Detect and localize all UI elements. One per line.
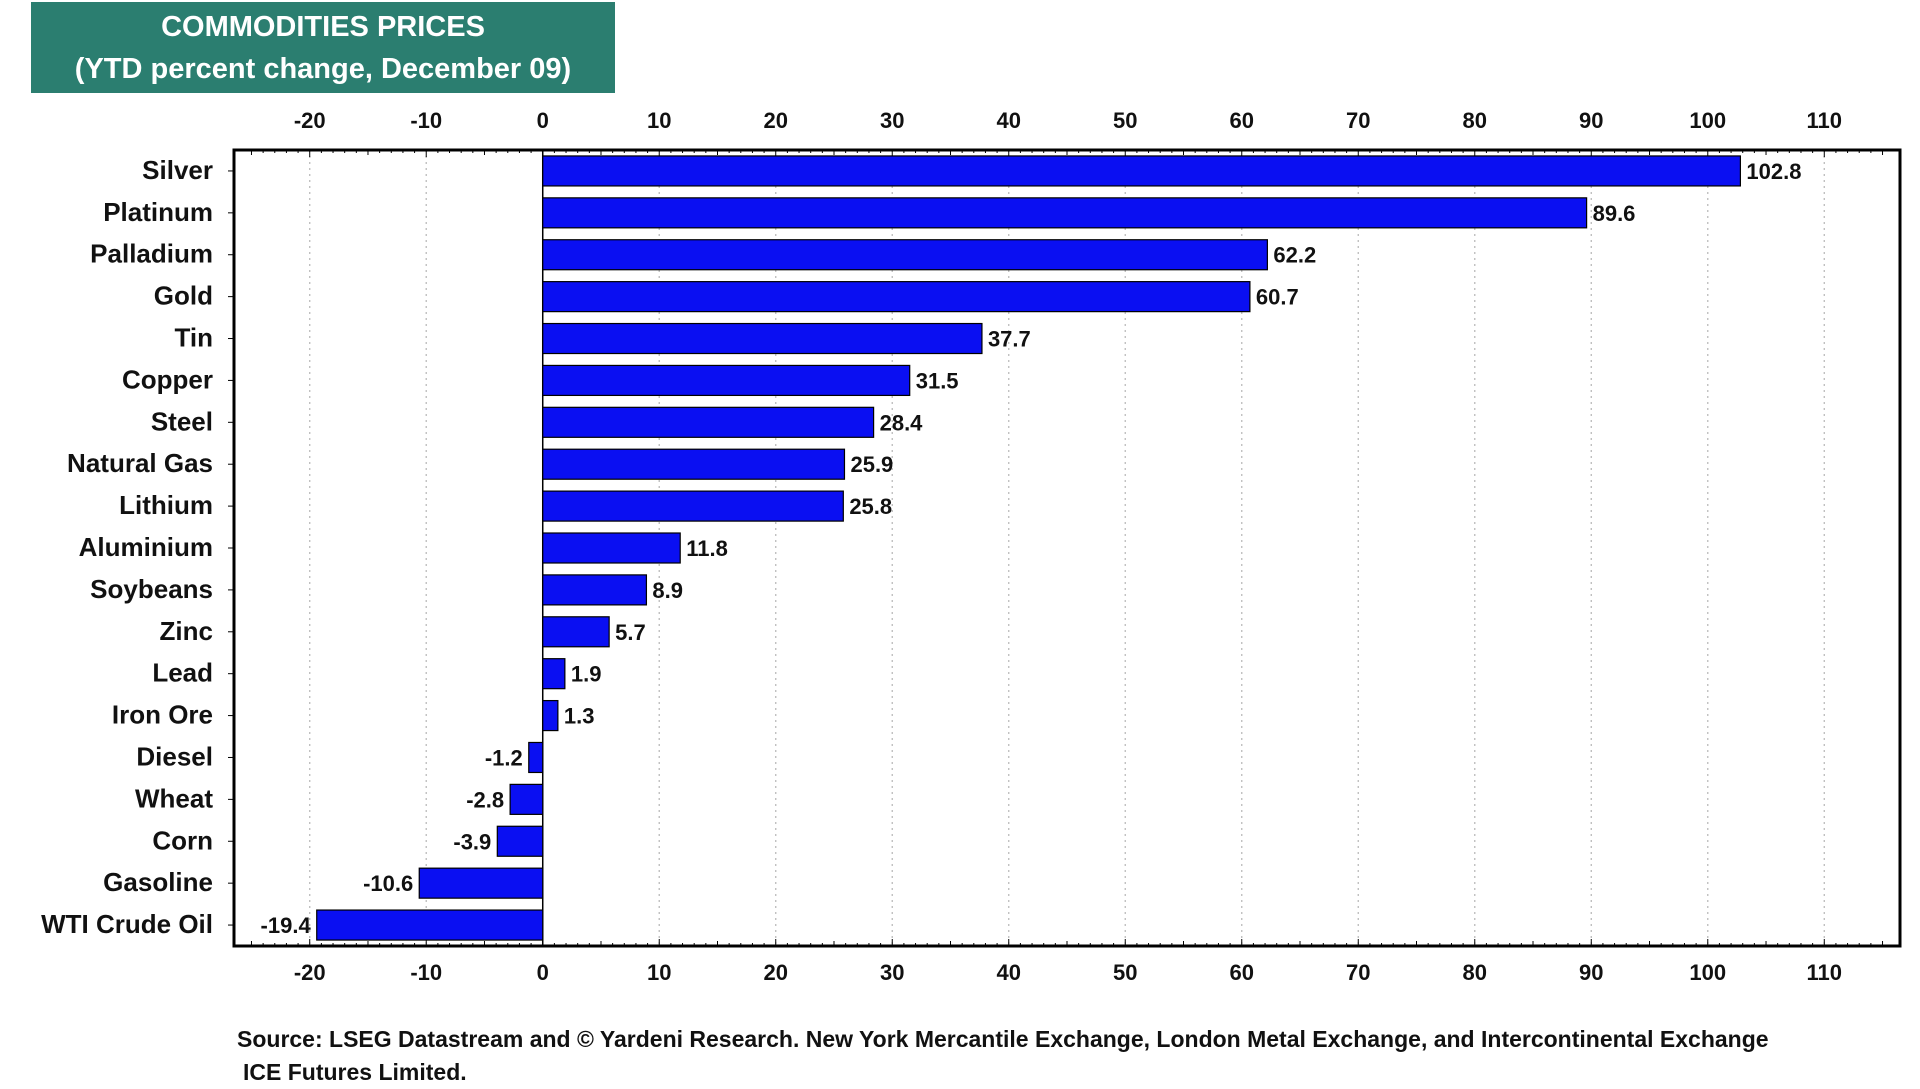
value-label: 25.8 [849, 494, 892, 519]
category-label: Diesel [136, 741, 213, 771]
x-tick-label-top: 10 [647, 108, 671, 133]
bar-soybeans [542, 574, 648, 606]
x-tick-label-top: 0 [537, 108, 549, 133]
category-label: WTI Crude Oil [41, 909, 213, 939]
x-tick-label-bottom: 70 [1346, 960, 1370, 985]
bar-diesel [528, 741, 544, 774]
category-label: Aluminium [79, 532, 213, 562]
chart-title: COMMODITIES PRICES [161, 10, 485, 43]
source-note: Source: LSEG Datastream and © Yardeni Re… [237, 1023, 1877, 1089]
bar-iron-ore [542, 699, 559, 732]
value-label: -1.2 [485, 745, 523, 770]
x-tick-label-top: 20 [763, 108, 787, 133]
value-label: 25.9 [850, 452, 893, 477]
value-label: 60.7 [1256, 285, 1299, 310]
category-label: Copper [122, 364, 213, 394]
source-line-1: Source: LSEG Datastream and © Yardeni Re… [237, 1026, 1769, 1052]
x-tick-label-bottom: 20 [763, 960, 787, 985]
bar-wheat [509, 783, 544, 815]
x-tick-label-bottom: 100 [1689, 960, 1726, 985]
bar-wti-crude-oil [316, 909, 544, 941]
x-tick-label-top: 30 [880, 108, 904, 133]
bar-zinc [542, 616, 610, 648]
bar-natural-gas [542, 448, 846, 480]
value-label: 8.9 [652, 578, 683, 603]
bar-gasoline [418, 867, 544, 899]
category-label: Lead [152, 658, 213, 688]
x-tick-label-bottom: 50 [1113, 960, 1137, 985]
bar-tin [542, 322, 983, 355]
chart-title-box: COMMODITIES PRICES (YTD percent change, … [31, 2, 615, 93]
category-label: Zinc [160, 616, 213, 646]
x-tick-label-bottom: 60 [1230, 960, 1254, 985]
category-label: Corn [152, 825, 213, 855]
bar-steel [542, 406, 875, 438]
value-label: -3.9 [453, 829, 491, 854]
category-label: Tin [174, 323, 213, 353]
value-label: 28.4 [880, 410, 924, 435]
bar-corn [496, 825, 544, 857]
x-tick-label-top: 70 [1346, 108, 1370, 133]
x-tick-label-top: 50 [1113, 108, 1137, 133]
bar-lithium [542, 490, 844, 522]
value-label: 31.5 [916, 368, 959, 393]
bar-copper [542, 364, 911, 397]
plot-frame [232, 148, 1902, 948]
x-tick-label-top: 90 [1579, 108, 1603, 133]
category-label: Natural Gas [67, 448, 213, 478]
x-tick-label-bottom: 30 [880, 960, 904, 985]
chart-subtitle: (YTD percent change, December 09) [74, 52, 572, 85]
x-tick-label-bottom: 10 [647, 960, 671, 985]
x-tick-label-top: 40 [997, 108, 1021, 133]
source-line-2: ICE Futures Limited. [243, 1059, 467, 1085]
x-tick-label-bottom: 0 [537, 960, 549, 985]
value-label: -2.8 [466, 787, 504, 812]
value-label: 89.6 [1593, 201, 1636, 226]
bar-platinum [542, 197, 1588, 229]
value-label: -19.4 [261, 913, 312, 938]
category-label: Lithium [119, 490, 213, 520]
x-tick-label-top: 100 [1689, 108, 1726, 133]
x-tick-label-bottom: -10 [410, 960, 442, 985]
x-tick-label-bottom: 90 [1579, 960, 1603, 985]
category-label: Silver [142, 155, 213, 185]
category-label: Soybeans [90, 574, 213, 604]
value-label: 5.7 [615, 620, 646, 645]
value-label: 1.9 [571, 662, 602, 687]
value-label: 1.3 [564, 704, 595, 729]
x-tick-label-top: -10 [410, 108, 442, 133]
x-tick-label-top: 80 [1463, 108, 1487, 133]
category-label: Palladium [90, 239, 213, 269]
category-label: Wheat [135, 783, 213, 813]
bar-gold [542, 281, 1251, 313]
x-tick-label-bottom: 80 [1463, 960, 1487, 985]
bar-palladium [542, 239, 1268, 271]
value-label: -10.6 [363, 871, 413, 896]
value-label: 62.2 [1273, 243, 1316, 268]
category-label: Iron Ore [112, 700, 213, 730]
x-tick-label-bottom: 110 [1807, 960, 1843, 985]
category-label: Platinum [103, 197, 213, 227]
category-label: Gasoline [103, 867, 213, 897]
value-label: 37.7 [988, 327, 1031, 352]
bar-lead [542, 658, 566, 690]
x-tick-label-bottom: -20 [294, 960, 326, 985]
value-label: 102.8 [1746, 159, 1801, 184]
x-tick-label-bottom: 40 [997, 960, 1021, 985]
x-tick-label-top: 60 [1230, 108, 1254, 133]
bar-silver [542, 155, 1741, 187]
x-tick-label-top: 110 [1807, 108, 1843, 133]
category-label: Steel [151, 406, 213, 436]
bar-aluminium [542, 532, 681, 564]
x-tick-label-top: -20 [294, 108, 326, 133]
category-label: Gold [154, 281, 213, 311]
value-label: 11.8 [686, 536, 728, 561]
